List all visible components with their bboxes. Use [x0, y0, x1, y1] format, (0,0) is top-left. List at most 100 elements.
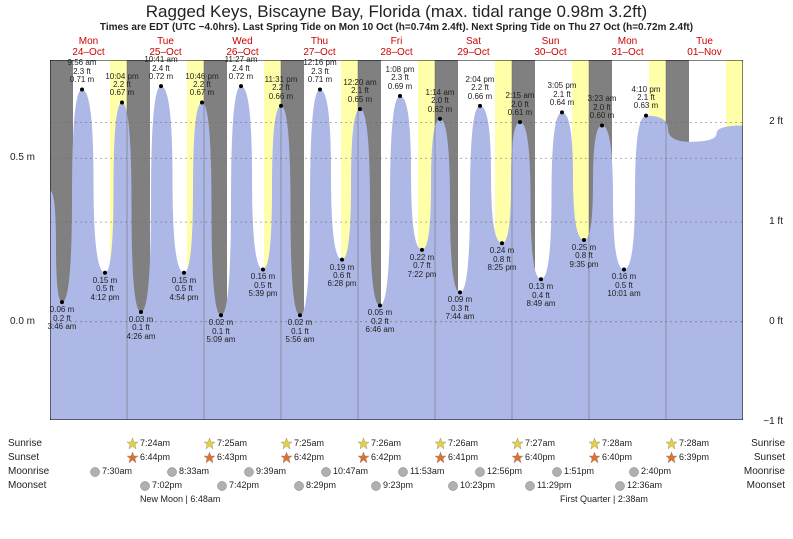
moon-item: 1:51pm	[552, 466, 594, 477]
moon-item: 10:47am	[321, 466, 368, 477]
date-label: Tue01–Nov	[666, 36, 743, 58]
tide-extreme-label: 0.16 m0.5 ft10:01 am	[602, 273, 646, 298]
astro-time: 6:42pm	[294, 452, 324, 462]
moon-phase-note: First Quarter | 2:38am	[560, 494, 648, 504]
sunrise-item: 7:28am	[666, 438, 709, 449]
moon-item: 12:56pm	[475, 466, 522, 477]
astro-time: 7:30am	[102, 466, 132, 476]
moon-item: 7:02pm	[140, 480, 182, 491]
moon-item: 10:23pm	[448, 480, 495, 491]
tide-extreme-label: 0.03 m0.1 ft4:26 am	[119, 316, 163, 341]
astro-time: 1:51pm	[564, 466, 594, 476]
tide-chart: 0.06 m0.2 ft3:46 am9:56 am2.3 ft0.71 m0.…	[50, 60, 743, 420]
moon-item: 12:36am	[615, 480, 662, 491]
tide-extreme-label: 1:14 am2.0 ft0.62 m	[418, 89, 462, 114]
astro-row: 7:24am 7:25am 7:25am 7:26am 7:26am 7:27am 7:28…	[50, 438, 743, 452]
ytick-right: 0 ft	[769, 316, 783, 327]
moon-item: 9:39am	[244, 466, 286, 477]
astro-time: 7:26am	[371, 438, 401, 448]
date-md: 24–Oct	[72, 47, 104, 58]
tide-extreme-label: 10:04 pm2.2 ft0.67 m	[100, 73, 144, 98]
tide-extreme-label: 1:08 pm2.3 ft0.69 m	[378, 66, 422, 91]
ytick-right: 2 ft	[769, 116, 783, 127]
date-md: 29–Oct	[457, 47, 489, 58]
astro-row: 7:30am 8:33am 9:39am 10:47am 11:53am 12:56pm 1…	[50, 466, 743, 480]
astro-row-label: Moonrise	[8, 466, 49, 477]
tide-curve	[50, 60, 743, 420]
sunset-item: 6:40pm	[512, 452, 555, 463]
astro-time: 6:41pm	[448, 452, 478, 462]
astro-time: 7:24am	[140, 438, 170, 448]
astro-time: 10:23pm	[460, 480, 495, 490]
astro-row-label: Sunrise	[8, 438, 42, 449]
ytick-left: 0.0 m	[10, 316, 35, 327]
tide-extreme-label: 3:23 am2.0 ft0.60 m	[580, 95, 624, 120]
tide-extreme-label: 0.22 m0.7 ft7:22 pm	[400, 254, 444, 279]
tide-extreme-label: 11:31 pm2.2 ft0.66 m	[259, 76, 303, 101]
sunrise-item: 7:25am	[281, 438, 324, 449]
moon-item: 11:53am	[398, 466, 444, 477]
tide-extreme-label: 0.24 m0.8 ft8:25 pm	[480, 247, 524, 272]
astro-time: 7:26am	[448, 438, 478, 448]
astro-time: 6:42pm	[371, 452, 401, 462]
tide-extreme-label: 0.16 m0.5 ft5:39 pm	[241, 273, 285, 298]
astro-time: 7:28am	[602, 438, 632, 448]
astro-time: 7:28am	[679, 438, 709, 448]
astro-time: 8:33am	[179, 466, 209, 476]
date-dow: Tue	[696, 36, 713, 47]
date-md: 27–Oct	[303, 47, 335, 58]
tide-extreme-label: 0.06 m0.2 ft3:46 am	[40, 306, 84, 331]
sunset-item: 6:40pm	[589, 452, 632, 463]
date-dow: Mon	[618, 36, 637, 47]
date-dow: Wed	[232, 36, 252, 47]
date-label: Mon24–Oct	[50, 36, 127, 58]
astro-time: 7:25am	[217, 438, 247, 448]
astro-time: 11:53am	[410, 466, 444, 476]
date-label: Thu27–Oct	[281, 36, 358, 58]
tide-extreme-label: 10:46 pm2.2 ft0.67 m	[180, 73, 224, 98]
date-md: 01–Nov	[687, 47, 721, 58]
astro-row-label: Moonset	[8, 480, 46, 491]
tide-extreme-label: 0.05 m0.2 ft6:46 am	[358, 309, 402, 334]
astro-time: 6:39pm	[679, 452, 709, 462]
sunset-item: 6:41pm	[435, 452, 478, 463]
date-md: 30–Oct	[534, 47, 566, 58]
moon-phase-note: New Moon | 6:48am	[140, 494, 220, 504]
date-dow: Mon	[79, 36, 98, 47]
tide-extreme-label: 4:10 pm2.1 ft0.63 m	[624, 86, 668, 111]
moon-item: 7:42pm	[217, 480, 259, 491]
sunrise-item: 7:27am	[512, 438, 555, 449]
sunset-item: 6:39pm	[666, 452, 709, 463]
date-label: Fri28–Oct	[358, 36, 435, 58]
tide-extreme-label: 2:15 am2.0 ft0.61 m	[498, 92, 542, 117]
astro-time: 9:39am	[256, 466, 286, 476]
tide-extreme-label: 3:05 pm2.1 ft0.64 m	[540, 82, 584, 107]
tide-extreme-label: 0.09 m0.3 ft7:44 am	[438, 296, 482, 321]
date-dow: Thu	[311, 36, 328, 47]
tide-extreme-label: 12:16 pm2.3 ft0.71 m	[298, 59, 342, 84]
astro-row-label: Moonset	[747, 480, 785, 491]
astro-time: 12:56pm	[487, 466, 522, 476]
tide-extreme-label: 0.15 m0.5 ft4:12 pm	[83, 277, 127, 302]
date-label: Sat29–Oct	[435, 36, 512, 58]
tide-extreme-label: 10:41 am2.4 ft0.72 m	[139, 56, 183, 81]
sunrise-item: 7:28am	[589, 438, 632, 449]
astro-time: 7:25am	[294, 438, 324, 448]
tide-extreme-label: 2:04 pm2.2 ft0.66 m	[458, 76, 502, 101]
astro-time: 7:27am	[525, 438, 555, 448]
moon-item: 11:29pm	[525, 480, 571, 491]
date-label: Mon31–Oct	[589, 36, 666, 58]
date-dow: Tue	[157, 36, 174, 47]
sunset-item: 6:42pm	[281, 452, 324, 463]
sunset-item: 6:43pm	[204, 452, 247, 463]
astro-time: 7:42pm	[229, 480, 259, 490]
moon-item: 9:23pm	[371, 480, 413, 491]
date-md: 28–Oct	[380, 47, 412, 58]
date-dow: Fri	[391, 36, 403, 47]
date-dow: Sat	[466, 36, 481, 47]
tide-extreme-label: 0.02 m0.1 ft5:56 am	[278, 319, 322, 344]
date-label: Sun30–Oct	[512, 36, 589, 58]
astro-row-label: Sunrise	[751, 438, 785, 449]
astro-time: 2:40pm	[641, 466, 671, 476]
tide-extreme-label: 0.13 m0.4 ft8:49 am	[519, 283, 563, 308]
